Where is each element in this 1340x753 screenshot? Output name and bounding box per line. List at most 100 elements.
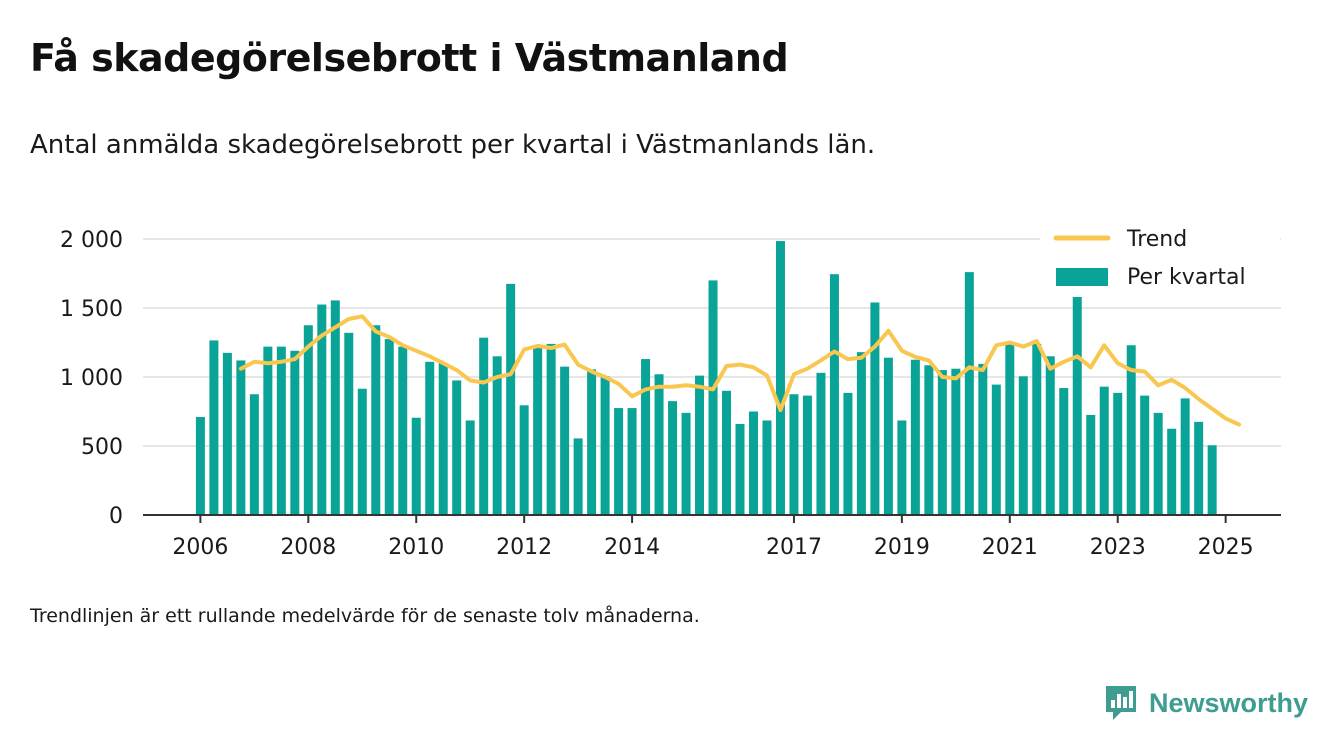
- bar: [465, 420, 475, 515]
- legend-bar-label: Per kvartal: [1127, 265, 1246, 290]
- bar: [506, 283, 516, 515]
- x-tick-label: 2017: [766, 535, 822, 560]
- bar: [195, 417, 205, 515]
- x-tick-label: 2021: [982, 535, 1038, 560]
- bar: [560, 366, 570, 515]
- y-tick-label: 2 000: [60, 228, 123, 253]
- bar: [236, 360, 246, 515]
- bar: [1113, 392, 1123, 515]
- bar: [870, 302, 880, 515]
- bar: [829, 274, 839, 515]
- bar: [924, 365, 934, 515]
- bar: [654, 374, 664, 515]
- bar: [978, 363, 988, 515]
- bar: [1153, 412, 1163, 515]
- bar: [371, 325, 381, 515]
- legend-trend-label: Trend: [1126, 227, 1187, 252]
- bar: [249, 394, 259, 515]
- bar: [695, 375, 705, 515]
- bar: [411, 417, 421, 515]
- page-title: Få skadegörelsebrott i Västmanland: [30, 36, 789, 80]
- y-tick-label: 1 000: [60, 366, 123, 391]
- bar: [1194, 421, 1204, 515]
- y-axis-ticks: 0 500 1 000 1 500 2 000: [60, 228, 123, 529]
- bar: [1045, 356, 1055, 515]
- bar: [722, 390, 732, 515]
- bar: [1180, 398, 1190, 515]
- bar: [263, 346, 273, 515]
- bar: [775, 241, 785, 515]
- bar: [533, 347, 543, 515]
- trend-line: [238, 314, 1242, 427]
- legend: Trend Per kvartal: [1040, 222, 1280, 297]
- x-tick-label: 2023: [1090, 535, 1146, 560]
- bar: [856, 352, 866, 515]
- bar: [1018, 376, 1028, 515]
- page-subtitle: Antal anmälda skadegörelsebrott per kvar…: [30, 130, 876, 160]
- bar: [735, 423, 745, 515]
- bar: [479, 337, 489, 515]
- bar: [789, 394, 799, 515]
- legend-bar-swatch: [1056, 268, 1108, 286]
- bar: [1072, 288, 1082, 515]
- bar: [762, 420, 772, 515]
- bar: [303, 325, 313, 515]
- x-tick-label: 2010: [388, 535, 444, 560]
- bar: [937, 370, 947, 515]
- bar-series: [195, 241, 1217, 515]
- bar: [1005, 343, 1015, 515]
- bar: [708, 280, 718, 515]
- bar: [276, 346, 286, 515]
- bar: [492, 356, 502, 515]
- bar: [317, 304, 327, 515]
- bar: [398, 346, 408, 515]
- bar: [357, 388, 367, 515]
- bar: [681, 412, 691, 515]
- x-axis-ticks: 2006 2008 2010 2012 2014 2017 2019 2021 2023 2025: [172, 515, 1254, 560]
- y-tick-label: 1 500: [60, 297, 123, 322]
- bar: [600, 376, 610, 515]
- bar: [991, 384, 1001, 515]
- bar: [1059, 388, 1069, 515]
- bar: [641, 359, 651, 515]
- brand-logo[interactable]: Newsworthy: [1103, 683, 1308, 723]
- bar: [438, 363, 448, 515]
- bar: [668, 401, 678, 515]
- bar: [290, 350, 300, 515]
- bar: [546, 343, 556, 515]
- bar: [897, 420, 907, 515]
- bar: [209, 340, 219, 515]
- bar: [843, 392, 853, 515]
- bar: [964, 272, 974, 515]
- bar: [614, 408, 624, 515]
- bar: [452, 380, 462, 515]
- bar: [519, 405, 529, 515]
- chart: 0 500 1 000 1 500 2 000 2006 2008 2010 2012 2014…: [60, 222, 1281, 560]
- bar: [816, 372, 826, 515]
- x-tick-label: 2012: [496, 535, 552, 560]
- bar: [573, 438, 583, 515]
- bar: [802, 395, 812, 515]
- bar: [910, 359, 920, 515]
- bar: [587, 369, 597, 515]
- bar: [1207, 445, 1217, 515]
- y-tick-label: 0: [109, 504, 123, 529]
- x-tick-label: 2025: [1198, 535, 1254, 560]
- bar: [1032, 343, 1042, 515]
- x-tick-label: 2006: [172, 535, 228, 560]
- brand-name: Newsworthy: [1149, 687, 1309, 718]
- footnote: Trendlinjen är ett rullande medelvärde f…: [30, 605, 700, 627]
- bar: [344, 332, 354, 515]
- bar: [748, 411, 758, 515]
- bar: [330, 300, 340, 515]
- bar-chart-speech-bubble-icon: [1106, 686, 1136, 720]
- y-tick-label: 500: [81, 435, 123, 460]
- bar: [1099, 386, 1109, 515]
- x-tick-label: 2014: [604, 535, 660, 560]
- bar: [1126, 345, 1136, 515]
- x-tick-label: 2019: [874, 535, 930, 560]
- bar: [1140, 395, 1150, 515]
- bar: [627, 408, 637, 515]
- x-tick-label: 2008: [280, 535, 336, 560]
- bar: [425, 361, 435, 515]
